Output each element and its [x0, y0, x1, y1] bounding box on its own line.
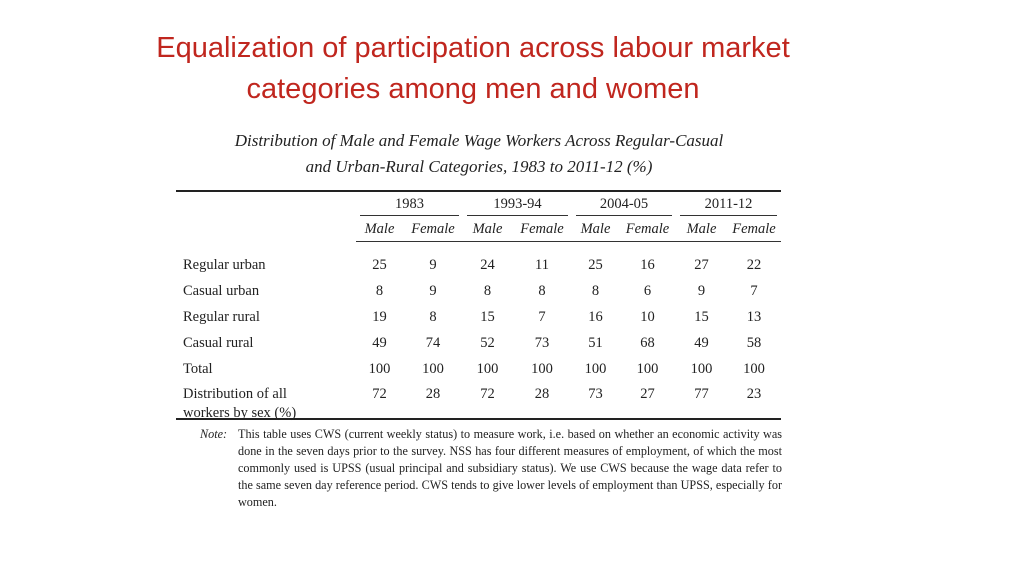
sex-header: Male — [463, 218, 512, 244]
cell: 100 — [422, 360, 444, 377]
year-header: 1983 — [356, 194, 463, 218]
sex-header: Female — [619, 218, 676, 244]
cell: 9 — [429, 256, 437, 273]
table-caption-line-1: Distribution of Male and Female Wage Wor… — [234, 131, 724, 150]
cell: 100 — [368, 360, 391, 377]
cell: 25 — [372, 256, 387, 273]
cell: 72 — [480, 386, 495, 402]
table-row: Total 100 100 100 100 100 100 100 100 — [176, 356, 781, 382]
cell: 49 — [372, 334, 387, 351]
cell: 19 — [372, 308, 387, 325]
row-label: Regular rural — [183, 308, 260, 325]
cell: 27 — [640, 386, 655, 402]
cell: 8 — [483, 282, 492, 299]
row-label: Distribution of all workers by sex (%) — [183, 386, 297, 421]
cell: 58 — [746, 334, 762, 351]
cell: 52 — [480, 334, 495, 351]
row-label: Regular urban — [183, 256, 266, 273]
cell: 28 — [534, 386, 550, 402]
row-label: Casual urban — [183, 282, 260, 299]
table-caption: Distribution of Male and Female Wage Wor… — [176, 128, 782, 180]
cell: 74 — [425, 334, 441, 351]
note-label: Note: — [200, 427, 228, 441]
table-top-rule — [176, 190, 781, 192]
cell: 8 — [429, 308, 437, 325]
cell: 10 — [640, 308, 655, 325]
cell: 73 — [588, 386, 603, 402]
cell: 73 — [534, 334, 550, 351]
cell: 100 — [584, 360, 607, 377]
table-row: Casual urban 8 9 8 8 8 6 9 7 — [176, 278, 781, 304]
cell: 27 — [694, 256, 709, 273]
sex-header: Male — [676, 218, 727, 244]
cell: 77 — [694, 386, 709, 402]
cell: 68 — [640, 334, 655, 351]
cell: 8 — [591, 282, 600, 299]
sex-header: Male — [572, 218, 619, 244]
cell: 100 — [743, 360, 765, 377]
table-row: Casual rural 49 74 52 73 51 68 49 58 — [176, 330, 781, 356]
year-header: 1993-94 — [463, 194, 572, 218]
table-row: Distribution of all workers by sex (%) 7… — [176, 382, 781, 426]
table-note: Note: This table uses CWS (current weekl… — [200, 426, 782, 511]
row-label: Total — [183, 360, 213, 377]
sex-header: Female — [512, 218, 572, 244]
cell: 23 — [746, 386, 762, 402]
note-text: This table uses CWS (current weekly stat… — [238, 427, 782, 509]
sex-header: Female — [403, 218, 463, 244]
slide-title-line-1: Equalization of participation across lab… — [156, 32, 790, 64]
cell: 16 — [588, 308, 603, 325]
row-label: Casual rural — [183, 334, 254, 351]
cell: 6 — [643, 282, 652, 299]
cell: 15 — [694, 308, 709, 325]
cell: 11 — [535, 256, 549, 273]
cell: 100 — [476, 360, 499, 377]
cell: 8 — [538, 282, 546, 299]
sex-header: Female — [727, 218, 782, 244]
cell: 100 — [690, 360, 713, 377]
cell: 9 — [429, 282, 437, 299]
table-caption-line-2: and Urban-Rural Categories, 1983 to 2011… — [305, 157, 653, 176]
slide-title-line-2: categories among men and women — [246, 73, 700, 105]
year-header: 2004-05 — [572, 194, 676, 218]
cell: 28 — [425, 386, 441, 402]
cell: 16 — [640, 256, 655, 273]
wage-workers-table: 1983 1993-94 2004-05 2011-12 Male Female… — [176, 194, 782, 426]
sex-header: Male — [356, 218, 403, 244]
cell: 13 — [746, 308, 762, 325]
cell: 7 — [538, 308, 546, 325]
cell: 72 — [372, 386, 387, 402]
table-bottom-rule — [176, 418, 781, 420]
cell: 25 — [588, 256, 603, 273]
cell: 100 — [531, 360, 553, 377]
slide-title: Equalization of participation across lab… — [0, 28, 946, 110]
cell: 49 — [694, 334, 709, 351]
table-row: Regular urban 25 9 24 11 25 16 27 22 — [176, 252, 781, 278]
sex-header-row: Male Female Male Female Male Female Male… — [176, 218, 782, 244]
year-header-row: 1983 1993-94 2004-05 2011-12 — [176, 194, 781, 218]
cell: 8 — [375, 282, 384, 299]
cell: 22 — [746, 256, 762, 273]
cell: 7 — [750, 282, 758, 299]
year-header: 2011-12 — [676, 194, 781, 218]
cell: 51 — [588, 334, 603, 351]
table-row: Regular rural 19 8 15 7 16 10 15 13 — [176, 304, 781, 330]
cell: 100 — [636, 360, 659, 377]
cell: 24 — [480, 256, 495, 273]
cell: 9 — [697, 282, 706, 299]
cell: 15 — [480, 308, 495, 325]
